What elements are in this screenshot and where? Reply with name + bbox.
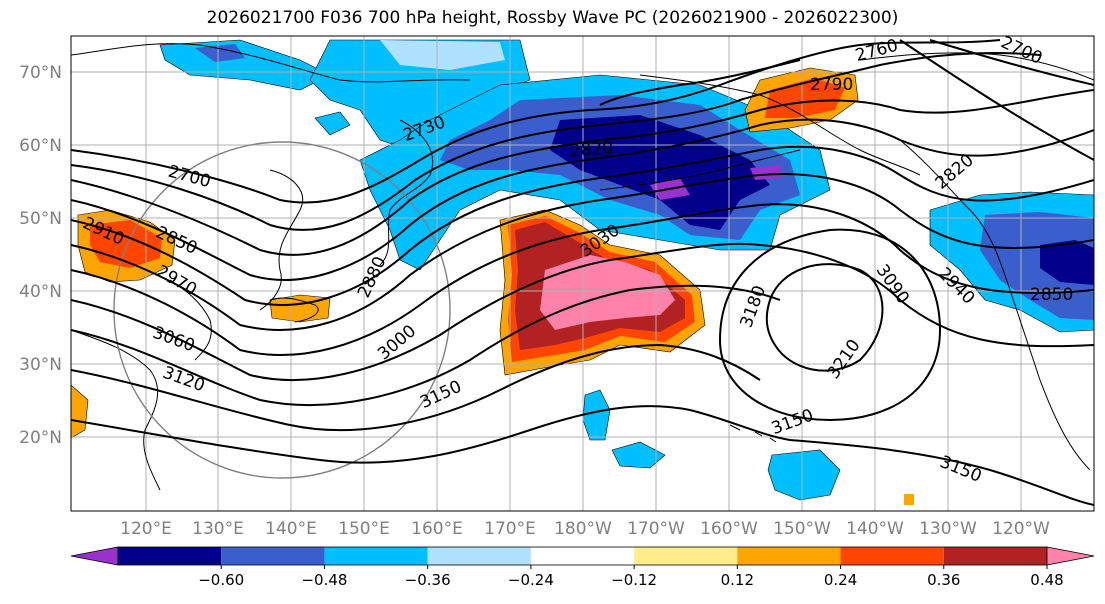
contour-line	[71, 203, 1094, 356]
colorbar-extend-right	[1046, 546, 1095, 566]
colorbar: −0.60 −0.48 −0.36 −0.24 −0.12 0.12 0.24 0.36 0.4…	[70, 546, 1095, 589]
height-contours	[71, 39, 1094, 506]
lon-label: 130°E	[192, 519, 244, 539]
coastline-canada	[899, 139, 1091, 471]
lon-label: 140°W	[846, 519, 904, 539]
anomaly-region-north-america-dark	[1040, 240, 1094, 285]
contour-label: 2790	[810, 75, 853, 95]
contour-line	[71, 118, 1094, 281]
contour-line	[71, 145, 1094, 306]
lon-label: 180°W	[554, 519, 612, 539]
anomaly-region-subtropical-4	[314, 111, 351, 136]
lon-label: 160°W	[700, 519, 758, 539]
anomaly-region-subtropical-2	[611, 441, 666, 469]
colorbar-tick-label: −0.24	[508, 571, 554, 589]
contour-line	[765, 263, 884, 372]
coastline-alaska	[639, 74, 921, 176]
contour-label: 2850	[1030, 285, 1073, 305]
colorbar-bin	[427, 547, 531, 565]
colorbar-bin	[634, 547, 738, 565]
contour-line	[71, 39, 1001, 204]
contour-line	[71, 405, 1094, 506]
contour-line	[71, 89, 1094, 256]
contour-label: 2820	[569, 138, 614, 162]
contour-line	[599, 59, 801, 106]
coastline-china	[71, 329, 161, 491]
anomaly-region-subtropical-3	[767, 449, 841, 501]
contour-line	[71, 242, 1094, 381]
lon-label: 130°W	[919, 519, 977, 539]
lon-label: 120°E	[120, 519, 172, 539]
colorbar-extend-left	[70, 546, 119, 566]
contour-line	[71, 52, 1041, 231]
coastline-asia-north	[71, 43, 471, 83]
colorbar-ticks: −0.60 −0.48 −0.36 −0.24 −0.12 0.12 0.24 0.36 0.4…	[198, 565, 1064, 589]
lon-label: 150°W	[773, 519, 831, 539]
anomaly-shading	[71, 39, 1094, 505]
colorbar-tick-label: −0.36	[405, 571, 451, 589]
lat-label: 30°N	[19, 355, 62, 375]
colorbar-tick-label: 0.36	[927, 571, 960, 589]
contour-line	[71, 173, 1094, 331]
anomaly-region-siberia-light	[380, 40, 505, 70]
colorbar-bin	[840, 547, 944, 565]
lon-label: 170°W	[627, 519, 685, 539]
lon-label: 170°E	[484, 519, 536, 539]
latitude-labels: 70°N 60°N 50°N 40°N 30°N 20°N	[19, 63, 62, 448]
coastline-aleutians	[599, 149, 801, 191]
anomaly-region-bering-dark	[550, 115, 770, 230]
anomaly-region-south-china	[71, 384, 89, 439]
colorbar-tick-label: 0.48	[1030, 571, 1063, 589]
contour-line	[71, 284, 781, 406]
anomaly-region-arctic-core	[195, 44, 245, 62]
lon-label: 140°E	[265, 519, 317, 539]
lon-label: 160°E	[411, 519, 463, 539]
lat-label: 70°N	[19, 63, 62, 83]
lat-label: 20°N	[19, 428, 62, 448]
anomaly-region-bering-purple2	[750, 165, 782, 180]
colorbar-tick-label: −0.48	[301, 571, 347, 589]
colorbar-bin	[118, 547, 222, 565]
colorbar-bins	[117, 546, 1048, 566]
colorbar-tick-label: 0.24	[824, 571, 857, 589]
colorbar-tick-label: 0.12	[721, 571, 754, 589]
coastline-hawaii	[729, 424, 777, 443]
colorbar-bin	[324, 547, 428, 565]
colorbar-bin	[737, 547, 841, 565]
map-title: 2026021700 F036 700 hPa height, Rossby W…	[206, 8, 899, 28]
map-frame	[70, 35, 1095, 512]
contour-line	[929, 39, 1094, 86]
lon-label: 150°E	[338, 519, 390, 539]
coastlines	[71, 43, 1094, 491]
coastline-canada-north	[859, 52, 1094, 81]
longitude-labels: 120°E 130°E 140°E 150°E 160°E 170°E 180°…	[120, 519, 1050, 539]
coastline-okhotsk	[259, 169, 304, 311]
anomaly-region-central-pacific-pink	[540, 255, 675, 330]
lat-label: 60°N	[19, 136, 62, 156]
coastline-kamchatka	[379, 119, 434, 266]
colorbar-tick-label: −0.60	[198, 571, 244, 589]
contour-line	[71, 343, 761, 432]
contour-line	[899, 39, 1094, 161]
lat-label: 50°N	[19, 209, 62, 229]
lat-label: 40°N	[19, 282, 62, 302]
contour-line	[718, 228, 942, 422]
colorbar-bin	[530, 547, 635, 565]
graticule	[71, 36, 1094, 511]
colorbar-bin	[221, 547, 325, 565]
projection-circle	[113, 141, 451, 479]
lon-label: 120°W	[992, 519, 1050, 539]
coastline-japan	[269, 297, 319, 323]
colorbar-bin	[943, 547, 1047, 565]
colorbar-tick-label: −0.12	[611, 571, 657, 589]
anomaly-region-subtropical-5	[904, 494, 914, 505]
